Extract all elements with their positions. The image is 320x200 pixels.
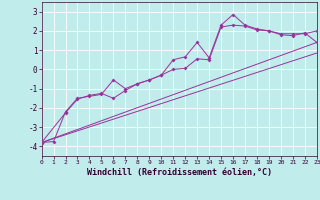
X-axis label: Windchill (Refroidissement éolien,°C): Windchill (Refroidissement éolien,°C) bbox=[87, 168, 272, 177]
